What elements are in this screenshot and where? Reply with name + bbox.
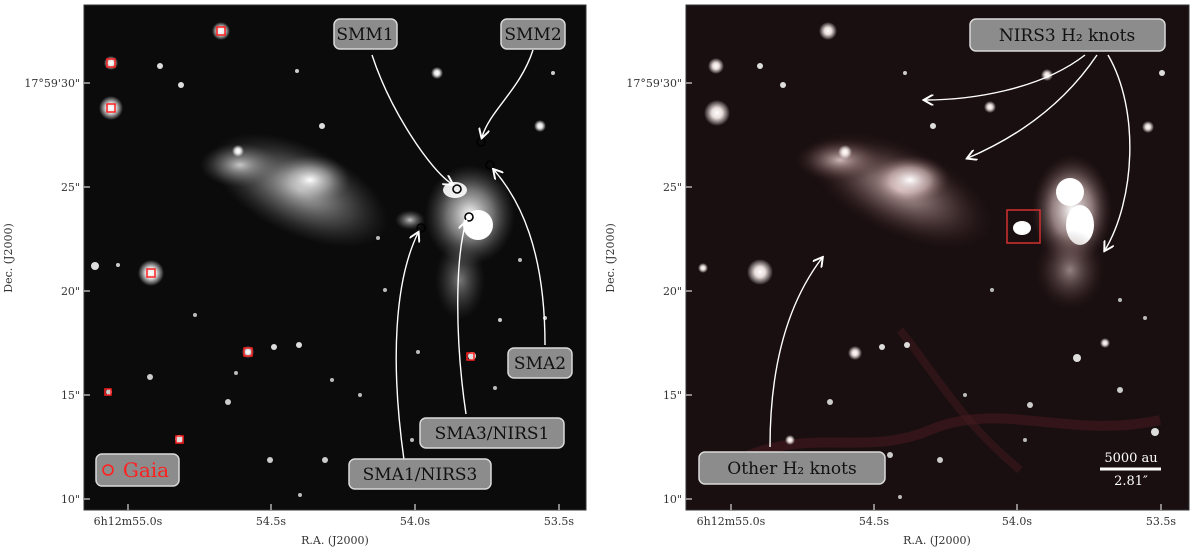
- callout-sma1: SMA1/NIRS3: [348, 458, 492, 490]
- callout-sma3: SMA3/NIRS1: [419, 417, 565, 449]
- sma1-label: SMA1/NIRS3: [363, 465, 478, 485]
- smm1-label: SMM1: [336, 25, 393, 45]
- callout-smm1: SMM1: [333, 18, 398, 50]
- callout-nirs3-knots: NIRS3 H₂ knots: [969, 18, 1166, 52]
- right-image: [685, 4, 1190, 511]
- nirs3-box: [1006, 209, 1041, 244]
- right-y-ticks: [686, 82, 692, 500]
- right-ytick-4: 15": [663, 389, 682, 402]
- gaia-label: Gaia: [123, 458, 169, 482]
- left-arrows: [371, 49, 546, 461]
- nirs3-knots-label: NIRS3 H₂ knots: [999, 26, 1135, 46]
- scalebar-au-label: 5000 au: [1104, 451, 1157, 466]
- left-ytick-3: 20": [61, 285, 80, 298]
- left-xtick-1: 6h12m55.0s: [94, 515, 163, 528]
- right-nebula: [717, 131, 1162, 475]
- left-ytick-5: 10": [61, 493, 80, 506]
- left-y-ticks: [84, 82, 90, 500]
- left-nebula: [200, 132, 515, 320]
- right-y-axis-label: Dec. (J2000): [604, 223, 617, 292]
- left-x-ticks: [127, 504, 560, 510]
- left-figure: SMM1 SMM2 SMA2 SMA3/NIRS1 SMA1/NIRS3 Gai…: [2, 4, 587, 547]
- right-ytick-3: 20": [663, 285, 682, 298]
- left-xtick-3: 54.0s: [400, 515, 430, 528]
- sma3-label: SMA3/NIRS1: [435, 424, 550, 444]
- smm2-label: SMM2: [504, 25, 561, 45]
- left-y-axis-label: Dec. (J2000): [2, 223, 15, 292]
- right-ytick-1: 17°59'30": [626, 77, 682, 90]
- callout-other-knots: Other H₂ knots: [698, 451, 886, 485]
- right-xtick-2: 54.5s: [859, 515, 889, 528]
- right-ytick-5: 10": [663, 493, 682, 506]
- right-xtick-4: 53.5s: [1146, 515, 1176, 528]
- right-panel: NIRS3 H₂ knots Other H₂ knots 5000 au 2.…: [600, 0, 1200, 551]
- right-xtick-3: 54.0s: [1002, 515, 1032, 528]
- left-panel: SMM1 SMM2 SMA2 SMA3/NIRS1 SMA1/NIRS3 Gai…: [0, 0, 600, 551]
- callout-smm2: SMM2: [500, 18, 566, 50]
- left-xtick-2: 54.5s: [256, 515, 286, 528]
- left-ytick-4: 15": [61, 389, 80, 402]
- right-ytick-2: 25": [663, 181, 682, 194]
- sma2-label: SMA2: [514, 354, 566, 374]
- scalebar-arcsec-label: 2.81″: [1114, 474, 1148, 489]
- right-xtick-1: 6h12m55.0s: [697, 515, 766, 528]
- right-x-axis-label: R.A. (J2000): [903, 534, 971, 547]
- right-arrows: [769, 54, 1131, 448]
- callout-sma2: SMA2: [507, 347, 573, 379]
- left-ytick-2: 25": [61, 181, 80, 194]
- other-knots-label: Other H₂ knots: [727, 459, 856, 479]
- right-x-ticks: [730, 504, 1162, 510]
- left-x-axis-label: R.A. (J2000): [301, 534, 369, 547]
- right-stars: [698, 22, 1165, 499]
- callout-gaia: Gaia: [95, 453, 180, 487]
- left-xtick-4: 53.5s: [544, 515, 574, 528]
- scale-bar: 5000 au 2.81″: [1100, 451, 1161, 489]
- gaia-markers: [104, 26, 475, 444]
- right-figure: NIRS3 H₂ knots Other H₂ knots 5000 au 2.…: [604, 4, 1190, 547]
- left-ytick-1: 17°59'30": [24, 77, 80, 90]
